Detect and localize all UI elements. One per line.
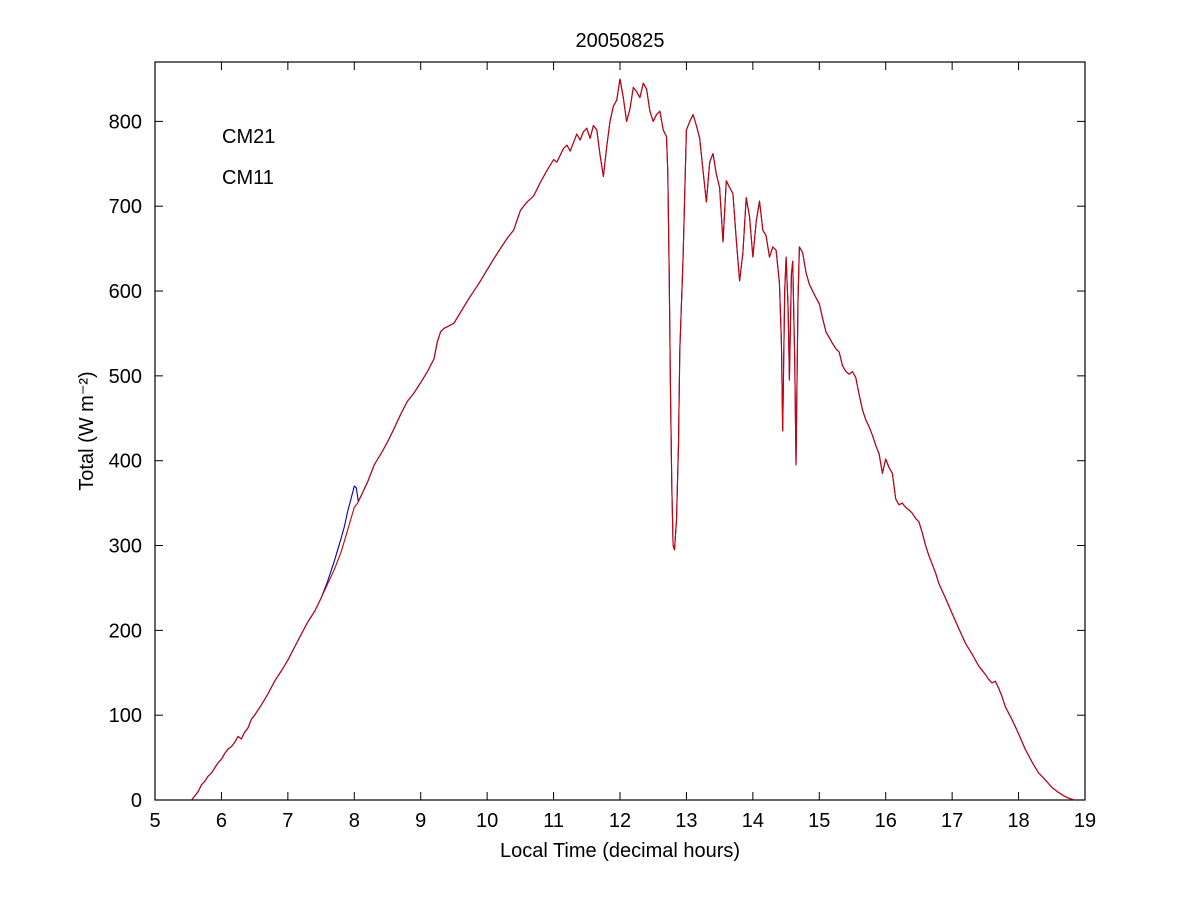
series-lines xyxy=(191,78,1076,801)
y-tick-label: 300 xyxy=(109,536,142,558)
y-tick-label: 700 xyxy=(109,196,142,218)
x-tick-label: 5 xyxy=(149,810,160,832)
x-tick-label: 6 xyxy=(216,810,227,832)
y-tick-label: 500 xyxy=(109,366,142,388)
plot-box xyxy=(154,61,1086,801)
x-tick-label: 15 xyxy=(808,810,830,832)
x-tick-label: 10 xyxy=(476,810,498,832)
legend-cm21-label: CM21 xyxy=(222,126,275,148)
y-axis-label: Total (W m⁻²) xyxy=(76,371,98,490)
x-axis-label: Local Time (decimal hours) xyxy=(500,840,740,862)
x-tick-label: 9 xyxy=(415,810,426,832)
y-tick-label: 400 xyxy=(109,451,142,473)
y-tick-label: 0 xyxy=(131,790,142,812)
series-line-cm21 xyxy=(191,78,1076,801)
y-tick-label: 200 xyxy=(109,620,142,642)
x-tick-label: 17 xyxy=(941,810,963,832)
y-tick-label: 800 xyxy=(109,111,142,133)
x-tick-label: 8 xyxy=(349,810,360,832)
chart-title: 20050825 xyxy=(576,30,665,52)
x-tick-label: 12 xyxy=(609,810,631,832)
x-tick-label: 11 xyxy=(543,810,564,832)
x-tick-label: 13 xyxy=(675,810,697,832)
y-tick-label: 600 xyxy=(109,281,142,303)
x-tick-label: 19 xyxy=(1074,810,1096,832)
legend-cm11-label: CM11 xyxy=(222,167,274,189)
x-tick-label: 16 xyxy=(875,810,897,832)
series-line-cm11 xyxy=(191,78,1076,801)
x-tick-label: 7 xyxy=(282,810,293,832)
x-tick-label: 18 xyxy=(1007,810,1029,832)
y-tick-label: 100 xyxy=(109,705,142,727)
axes: 5 6 7 8 9 10 11 12 13 14 15 16 17 18 19 0 100 200 300 400 50… xyxy=(109,61,1096,832)
x-tick-label: 14 xyxy=(742,810,764,832)
